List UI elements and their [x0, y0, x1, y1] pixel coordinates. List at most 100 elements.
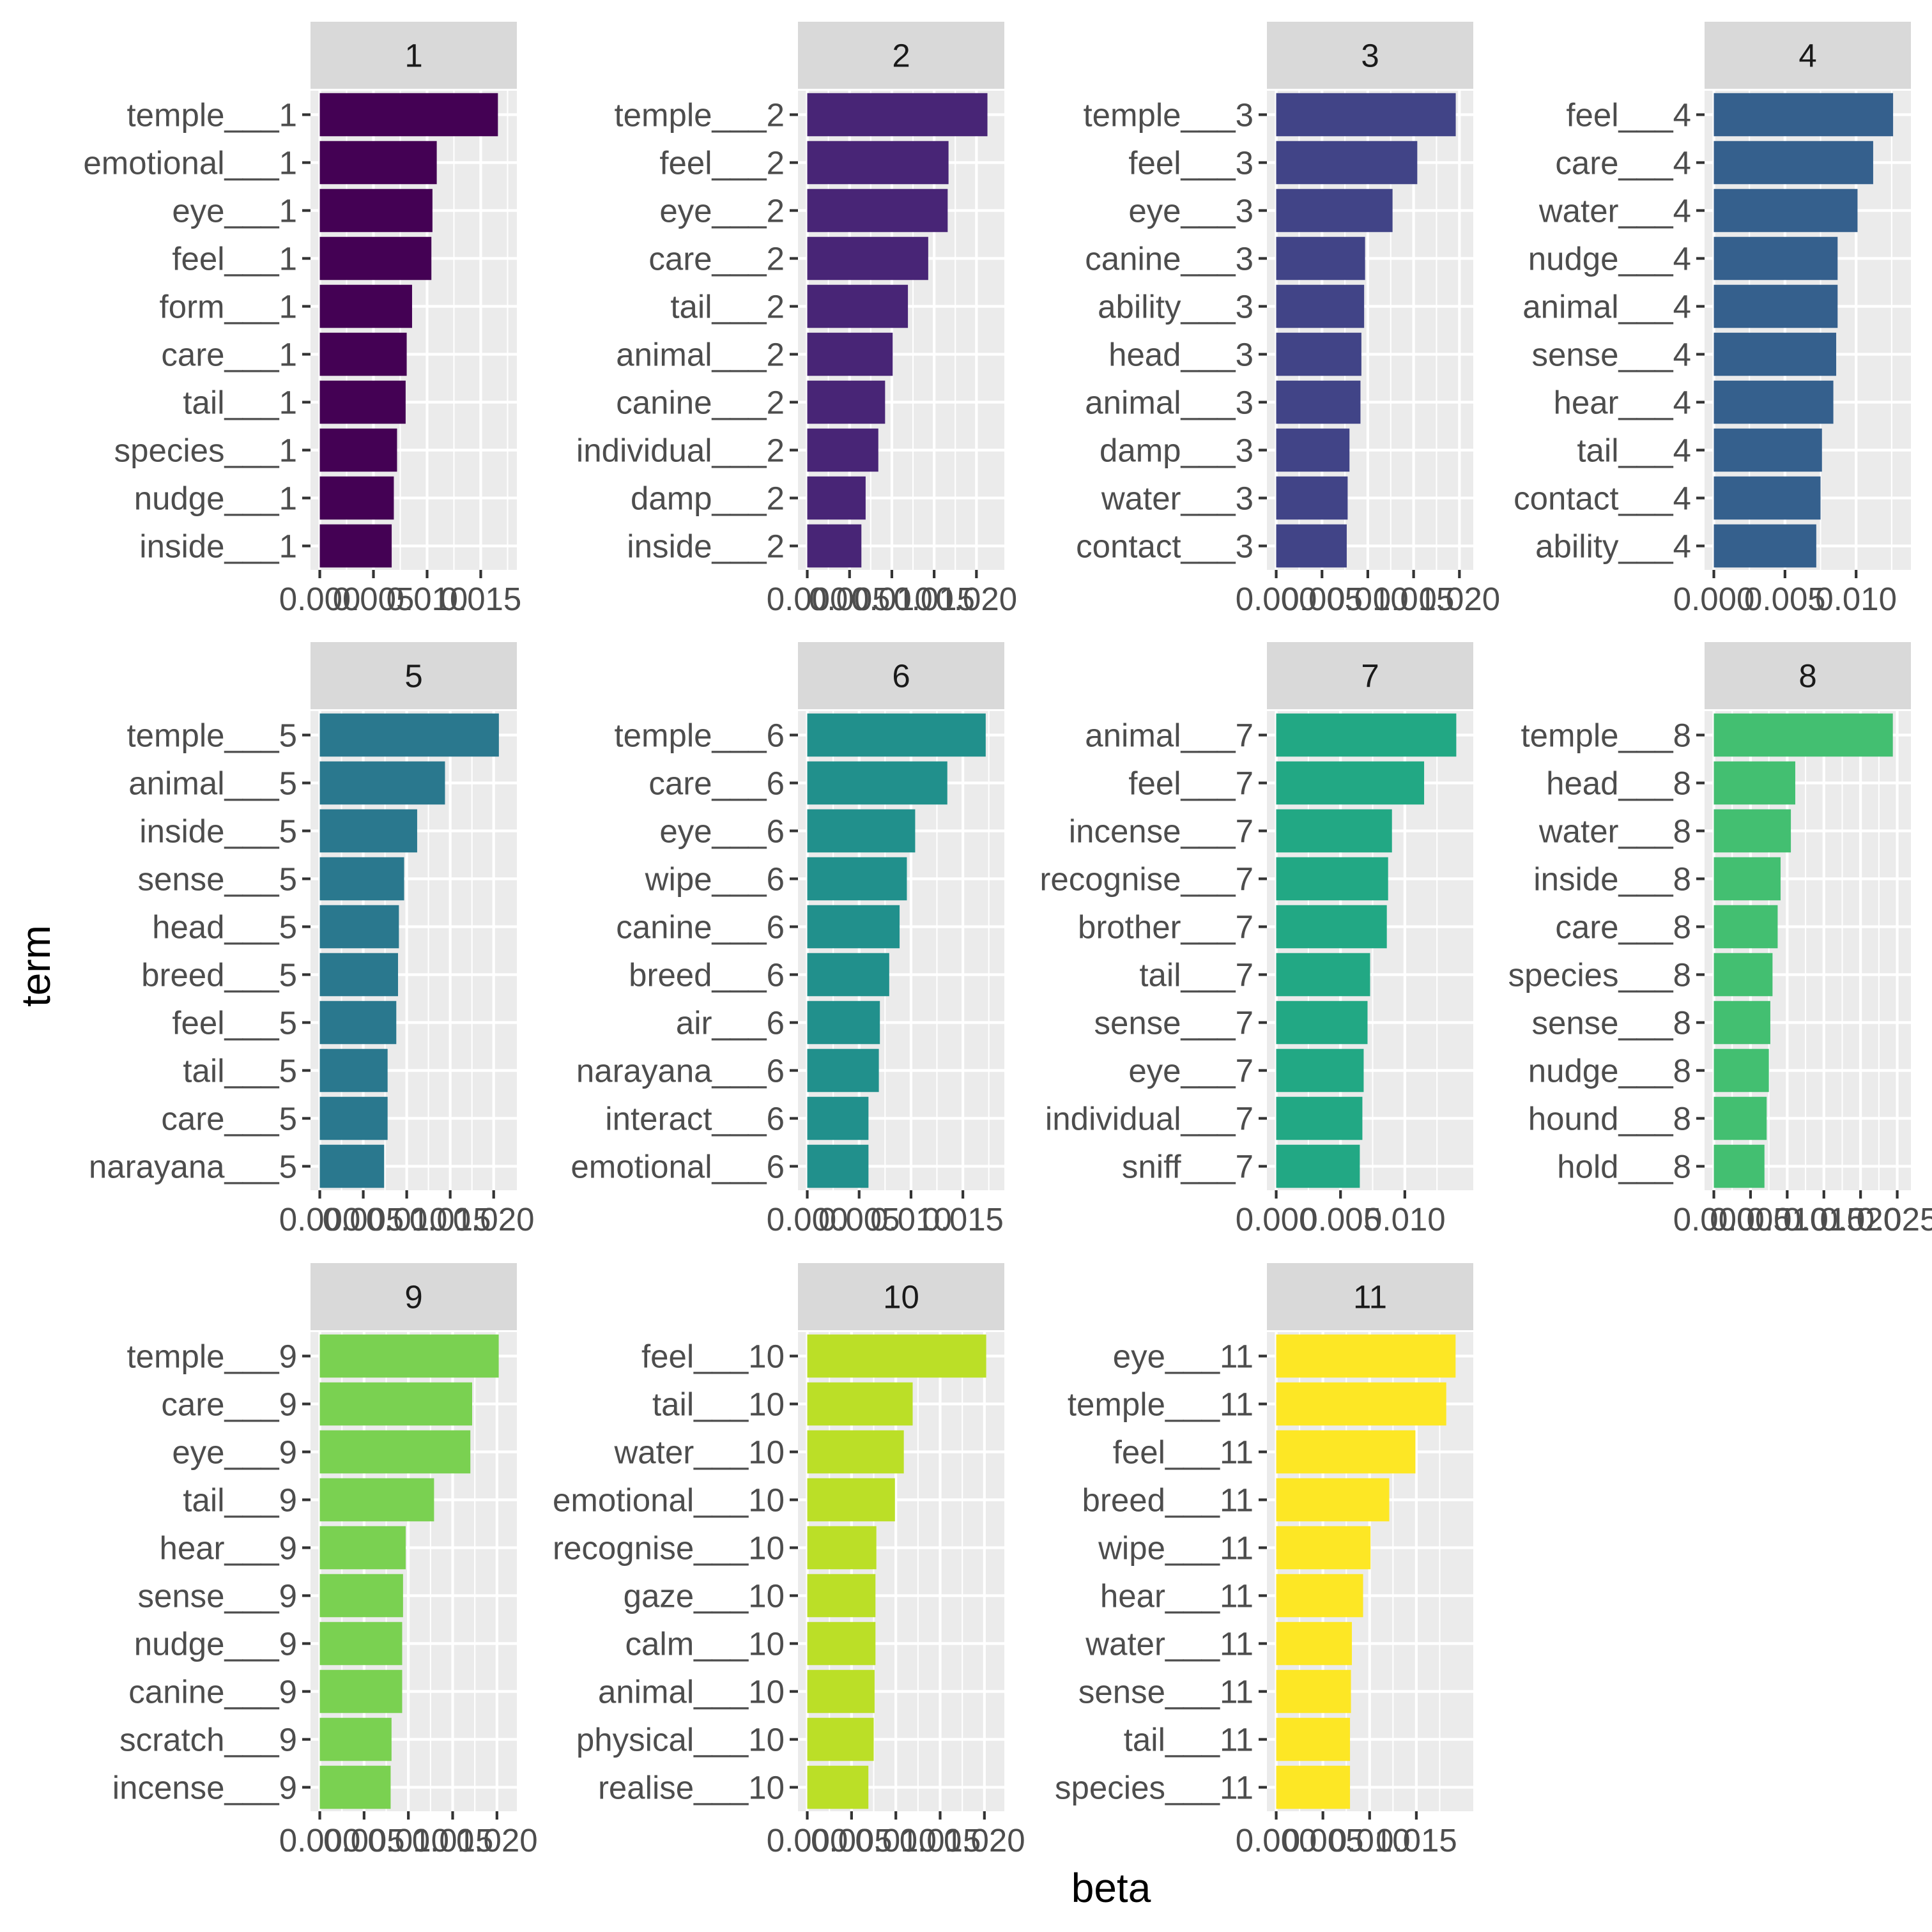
term-label: tail___9: [183, 1482, 297, 1519]
bar: [807, 1765, 869, 1809]
bar: [319, 476, 394, 520]
facet-strip: [310, 1263, 517, 1330]
term-label: species___11: [1055, 1770, 1254, 1806]
bar: [1713, 284, 1838, 328]
x-tick-label: 0.010: [1329, 1822, 1411, 1859]
facet-strip-label: 9: [404, 1279, 422, 1315]
x-tick-label: 0.010: [1747, 1201, 1828, 1238]
term-label: recognise___10: [553, 1530, 785, 1567]
bar: [807, 1669, 875, 1713]
term-label: inside___1: [139, 528, 297, 565]
term-label: sense___9: [137, 1578, 297, 1614]
term-label: temple___3: [1083, 97, 1254, 134]
x-tick-label: 0.015: [922, 1201, 1004, 1238]
term-label: tail___7: [1139, 957, 1254, 993]
bar: [1713, 188, 1858, 233]
term-label: feel___5: [172, 1005, 297, 1041]
x-tick-label: 0.000: [279, 1822, 361, 1859]
bar: [807, 1574, 876, 1618]
bar: [807, 93, 988, 137]
term-label: tail___4: [1577, 433, 1691, 469]
bar: [1276, 141, 1418, 185]
term-label: animal___7: [1085, 717, 1254, 754]
bar: [1276, 905, 1387, 949]
term-label: care___1: [161, 337, 297, 373]
term-label: wipe___6: [645, 861, 785, 898]
term-label: water___10: [613, 1434, 785, 1471]
term-label: narayana___5: [89, 1149, 297, 1185]
term-label: feel___2: [659, 145, 785, 181]
bar: [1276, 1000, 1368, 1045]
term-label: tail___2: [670, 289, 785, 325]
bar: [1713, 428, 1822, 472]
x-tick-label: 0.015: [1373, 581, 1455, 617]
bar: [319, 1382, 473, 1426]
term-label: eye___2: [659, 193, 785, 229]
term-label: canine___9: [128, 1674, 297, 1710]
x-tick-label: 0.005: [1744, 581, 1826, 617]
term-label: contact___3: [1076, 528, 1254, 565]
x-tick-label: 0.010: [1364, 1201, 1446, 1238]
x-tick-label: 0.020: [1418, 581, 1500, 617]
bar: [807, 1478, 895, 1522]
bar: [807, 1430, 904, 1474]
bar: [1713, 236, 1838, 280]
bar: [807, 1000, 880, 1045]
bar: [1276, 1334, 1456, 1378]
term-label: care___2: [648, 241, 785, 277]
bar: [807, 1048, 879, 1092]
bar: [1713, 713, 1893, 757]
facet-strip-label: 10: [883, 1279, 919, 1315]
facet-strip: [310, 22, 517, 89]
bar: [319, 953, 399, 997]
facet-strip: [798, 22, 1004, 89]
bar: [319, 188, 433, 233]
bar: [807, 476, 866, 520]
bar: [319, 1478, 434, 1522]
x-tick-label: 0.010: [851, 581, 933, 617]
bar: [807, 1382, 913, 1426]
x-tick-label: 0.015: [1376, 1822, 1457, 1859]
bar: [1713, 1048, 1769, 1092]
term-label: individual___7: [1045, 1101, 1254, 1137]
bar: [807, 428, 878, 472]
term-label: incense___7: [1069, 813, 1254, 850]
x-tick-label: 0.025: [1857, 1201, 1932, 1238]
bar: [807, 380, 885, 424]
bar: [319, 524, 392, 568]
bar: [1713, 476, 1821, 520]
term-label: feel___4: [1566, 97, 1691, 134]
bar: [319, 1574, 403, 1618]
y-axis-title: term: [13, 925, 59, 1007]
facet-strip: [1267, 642, 1473, 709]
term-label: tail___5: [183, 1053, 297, 1089]
bar: [1276, 332, 1361, 376]
bar: [1713, 1000, 1770, 1045]
facet-strip: [310, 642, 517, 709]
term-label: hound___8: [1528, 1101, 1691, 1137]
bar: [319, 1717, 392, 1761]
bar: [319, 1669, 402, 1713]
x-tick-label: 0.005: [333, 581, 415, 617]
x-tick-label: 0.010: [1815, 581, 1897, 617]
term-label: nudge___4: [1528, 241, 1691, 277]
bar: [1276, 953, 1370, 997]
x-tick-label: 0.005: [1282, 1822, 1364, 1859]
x-tick-label: 0.000: [279, 1201, 361, 1238]
term-label: temple___2: [614, 97, 785, 134]
term-label: animal___4: [1522, 289, 1691, 325]
term-label: care___6: [648, 765, 785, 802]
bar: [319, 1334, 499, 1378]
term-label: damp___3: [1100, 433, 1254, 469]
term-label: contact___4: [1514, 480, 1691, 517]
bar: [807, 1717, 874, 1761]
bar: [807, 1096, 869, 1140]
bar: [1713, 905, 1778, 949]
term-label: breed___6: [629, 957, 785, 993]
bar: [319, 1526, 406, 1570]
